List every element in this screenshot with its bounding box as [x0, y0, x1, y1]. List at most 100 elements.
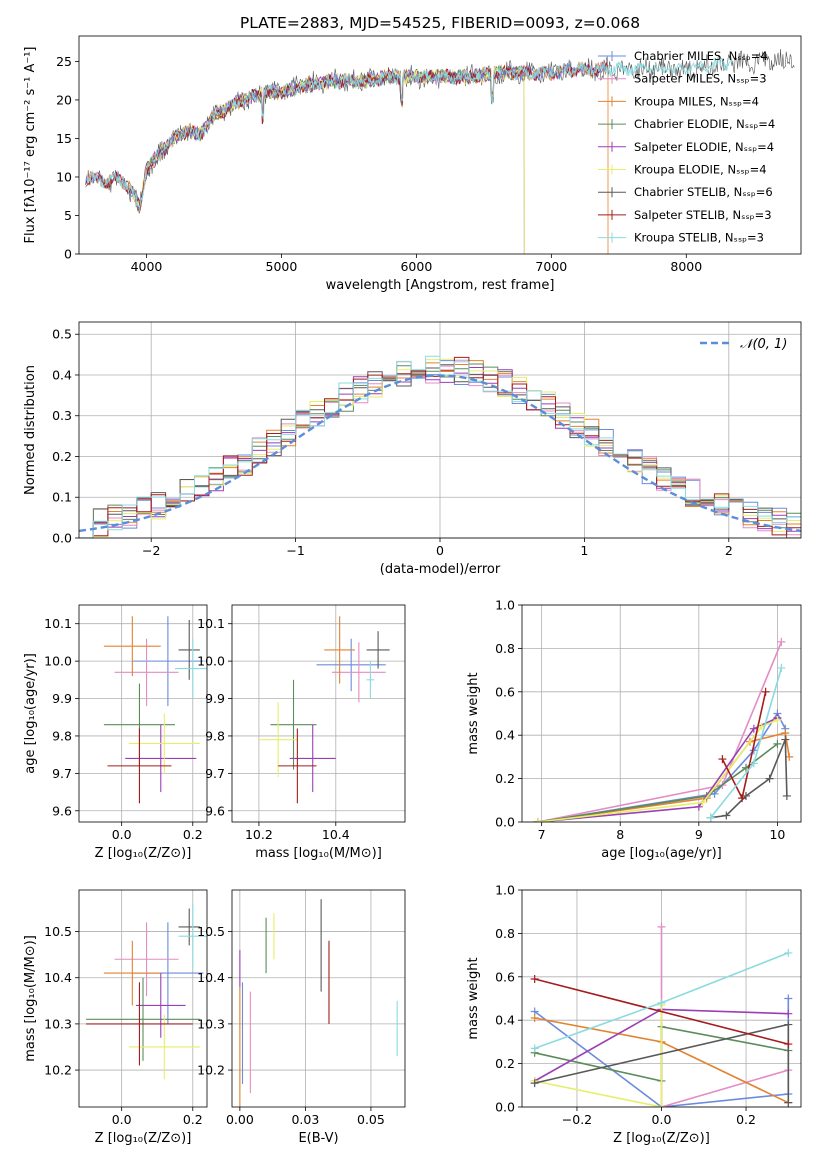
x-tick-label: 8 [616, 827, 624, 842]
weight-line-5 [537, 717, 778, 822]
weight-line-2 [537, 641, 783, 822]
y-tick-label: 0.6 [495, 684, 515, 699]
y-tick-label: 9.8 [52, 728, 72, 743]
y-tick-label: 10.1 [197, 616, 225, 631]
weight-marker-7 [781, 735, 790, 744]
chart-title: PLATE=2883, MJD=54525, FIBERID=0093, z=0… [240, 14, 640, 32]
axes-frame [78, 321, 802, 539]
y-axis-label: mass weight [466, 957, 481, 1039]
y-tick-label: 9.9 [52, 691, 72, 706]
axes-frame [231, 604, 406, 823]
y-tick-label: 10.0 [197, 654, 225, 669]
y-tick-label: 9.6 [205, 803, 225, 818]
weight-marker-9 [784, 948, 793, 957]
normal-reference-curve [79, 374, 801, 533]
weight-marker-5 [784, 1009, 793, 1018]
legend-label-2: Salpeter MILES, Nₛₛₚ=3 [634, 72, 767, 86]
weight-line-4 [537, 743, 778, 822]
x-tick-label: −2 [142, 543, 160, 558]
weight-marker-7 [784, 1020, 793, 1029]
weight-marker-5 [694, 802, 703, 811]
weight-marker-9 [657, 998, 666, 1007]
panel-weight-vs-Z: −0.2 0.0 0.2 0.0 0.2 0.4 0.6 0.8 1.0 Z [log₁₀(Z/Z… [466, 883, 802, 1146]
y-tick-label: 0 [64, 247, 72, 262]
x-axis-label: (data-model)/error [380, 562, 501, 577]
y-tick-label: 5 [64, 208, 72, 223]
x-tick-label: 6000 [400, 259, 432, 274]
weight-marker-8 [761, 687, 770, 696]
legend-label-6: Kroupa ELODIE, Nₛₛₚ=4 [634, 163, 767, 177]
y-tick-label: 0.4 [52, 367, 72, 382]
panel-age-vs-Z: 0.0 0.2 9.6 9.7 9.8 9.9 10.0 10.1 Z [log₁₀(Z/Z⊙)… [23, 604, 208, 861]
x-tick-label: 0.2 [736, 1112, 756, 1127]
x-tick-label: 0.2 [183, 1112, 203, 1127]
y-tick-label: 10.3 [44, 1016, 72, 1031]
weight-marker-8 [530, 974, 539, 983]
legend-label-3: Kroupa MILES, Nₛₛₚ=4 [634, 94, 759, 108]
x-tick-label: −1 [286, 543, 304, 558]
x-tick-label: 5000 [266, 259, 298, 274]
x-axis-label: age [log₁₀(age/yr)] [601, 846, 722, 861]
x-tick-label: 10.2 [245, 827, 273, 842]
panel-weight-vs-age: 7 8 9 10 0.0 0.2 0.4 0.6 0.8 1.0 age [log₁₀(age/yr… [466, 598, 802, 861]
weight-marker-8 [738, 794, 747, 803]
x-tick-label: 10 [769, 827, 785, 842]
weight-marker-1 [784, 994, 793, 1003]
weight-marker-8 [784, 1040, 793, 1049]
y-tick-label: 10.5 [44, 924, 72, 939]
panel-mass-vs-Z: 0.0 0.2 10.2 10.3 10.4 10.5 Z [log₁₀(Z/Z⊙)] mas… [23, 889, 208, 1146]
y-tick-label: 9.9 [205, 691, 225, 706]
y-tick-label: 9.8 [205, 728, 225, 743]
plot-area [239, 899, 398, 1107]
weight-line-6 [534, 1005, 663, 1107]
x-tick-label: 4000 [131, 259, 163, 274]
weight-marker-7 [782, 791, 791, 800]
legend-label-7: Chabrier STELIB, Nₛₛₚ=6 [634, 185, 773, 199]
x-tick-label: 0.0 [652, 1112, 672, 1127]
weight-marker-6 [657, 1103, 666, 1107]
y-axis-label: age [log₁₀(age/yr)] [23, 653, 38, 774]
y-tick-label: 0.0 [495, 815, 515, 830]
plot-area [85, 48, 795, 254]
weight-marker-7 [765, 774, 774, 783]
axes-frame [78, 35, 802, 255]
x-axis-label: E(B-V) [298, 1131, 338, 1146]
x-tick-label: 8000 [670, 259, 702, 274]
weight-line-6 [537, 719, 778, 822]
y-axis-label: Normed distribution [23, 365, 38, 495]
x-tick-label: 7 [538, 827, 546, 842]
x-tick-label: 0.2 [183, 827, 203, 842]
y-tick-label: 10.2 [44, 1063, 72, 1078]
y-tick-label: 0.5 [52, 327, 72, 342]
y-tick-label: 10.4 [197, 970, 225, 985]
x-tick-label: 9 [695, 827, 703, 842]
y-tick-label: 0.2 [495, 1056, 515, 1071]
weight-line-8 [534, 978, 789, 1045]
legend-label-normal: 𝒩(0, 1) [740, 337, 787, 352]
panel-residuals: −2 −1 0 1 2 0.0 0.1 0.2 0.3 0.4 0.5 (data-model)/er… [23, 321, 802, 577]
axes-frame [521, 604, 802, 823]
y-tick-label: 10.5 [197, 924, 225, 939]
weight-marker-6 [773, 716, 782, 725]
y-tick-label: 0.4 [495, 728, 515, 743]
legend-label-1: Chabrier MILES, Nₛₛₚ=4 [634, 49, 768, 63]
weight-marker-8 [718, 755, 727, 764]
y-tick-label: 0.0 [495, 1100, 515, 1115]
weight-marker-9 [749, 759, 758, 768]
spectrum-line-9 [86, 57, 734, 209]
x-axis-label: wavelength [Angstrom, rest frame] [326, 278, 555, 293]
panel-age-vs-mass: 10.2 10.4 9.6 9.7 9.8 9.9 10.0 10.1 mass [log₁₀(… [197, 604, 406, 861]
spectrum-line-5 [132, 66, 525, 254]
y-tick-label: 0.8 [495, 641, 515, 656]
y-tick-label: 10.0 [44, 654, 72, 669]
weight-marker-6 [698, 798, 707, 807]
y-tick-label: 0.0 [52, 531, 72, 546]
weight-marker-2 [657, 922, 666, 931]
weight-marker-3 [530, 1014, 539, 1023]
y-axis-label: Flux [fλ10⁻¹⁷ erg cm⁻² s⁻¹ A⁻¹] [23, 47, 38, 244]
axes-frame [78, 889, 208, 1108]
y-tick-label: 25 [56, 54, 72, 69]
y-tick-label: 1.0 [495, 598, 515, 613]
x-tick-label: 0.00 [226, 1112, 254, 1127]
